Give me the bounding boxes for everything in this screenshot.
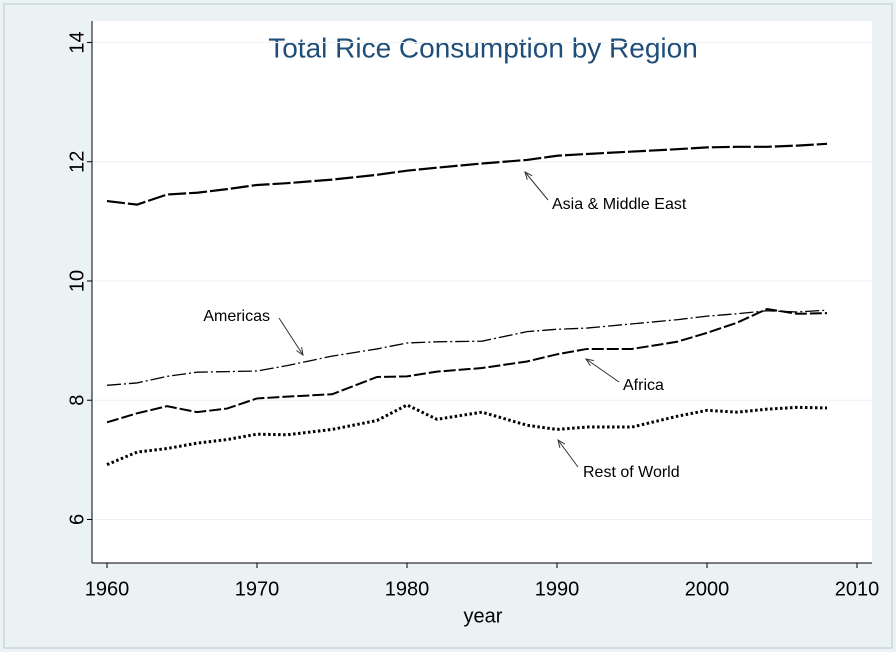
y-tick-label: 8 xyxy=(66,395,88,406)
x-tick-label: 1960 xyxy=(85,578,130,600)
arrow-head xyxy=(584,358,594,367)
y-tick-label: 6 xyxy=(66,514,88,525)
series-line xyxy=(106,403,828,467)
chart-title: Total Rice Consumption by Region xyxy=(268,32,698,63)
y-tick-label: 10 xyxy=(66,270,88,292)
series-line xyxy=(106,309,828,386)
arrow-line xyxy=(557,439,579,468)
series-line xyxy=(106,142,828,206)
plot-area xyxy=(92,21,872,563)
y-tick-label: 12 xyxy=(66,151,88,173)
series-label: Americas xyxy=(203,308,270,325)
arrow-line xyxy=(524,171,549,201)
series-label: Africa xyxy=(623,377,664,394)
x-axis-label: year xyxy=(464,605,503,627)
series-label: Rest of World xyxy=(583,464,680,481)
series-line xyxy=(106,307,828,424)
x-tick-label: 2010 xyxy=(835,578,880,600)
arrow-line xyxy=(585,358,620,383)
arrow-head xyxy=(557,438,566,448)
x-tick-label: 1990 xyxy=(535,578,580,600)
x-tick-label: 1970 xyxy=(235,578,280,600)
y-tick-label: 14 xyxy=(66,31,88,53)
series-label: Asia & Middle East xyxy=(552,196,687,213)
arrow-head xyxy=(524,171,533,180)
x-tick-label: 1980 xyxy=(385,578,430,600)
x-tick-label: 2000 xyxy=(685,578,730,600)
arrow-head xyxy=(296,347,304,357)
arrow-line xyxy=(278,317,304,356)
